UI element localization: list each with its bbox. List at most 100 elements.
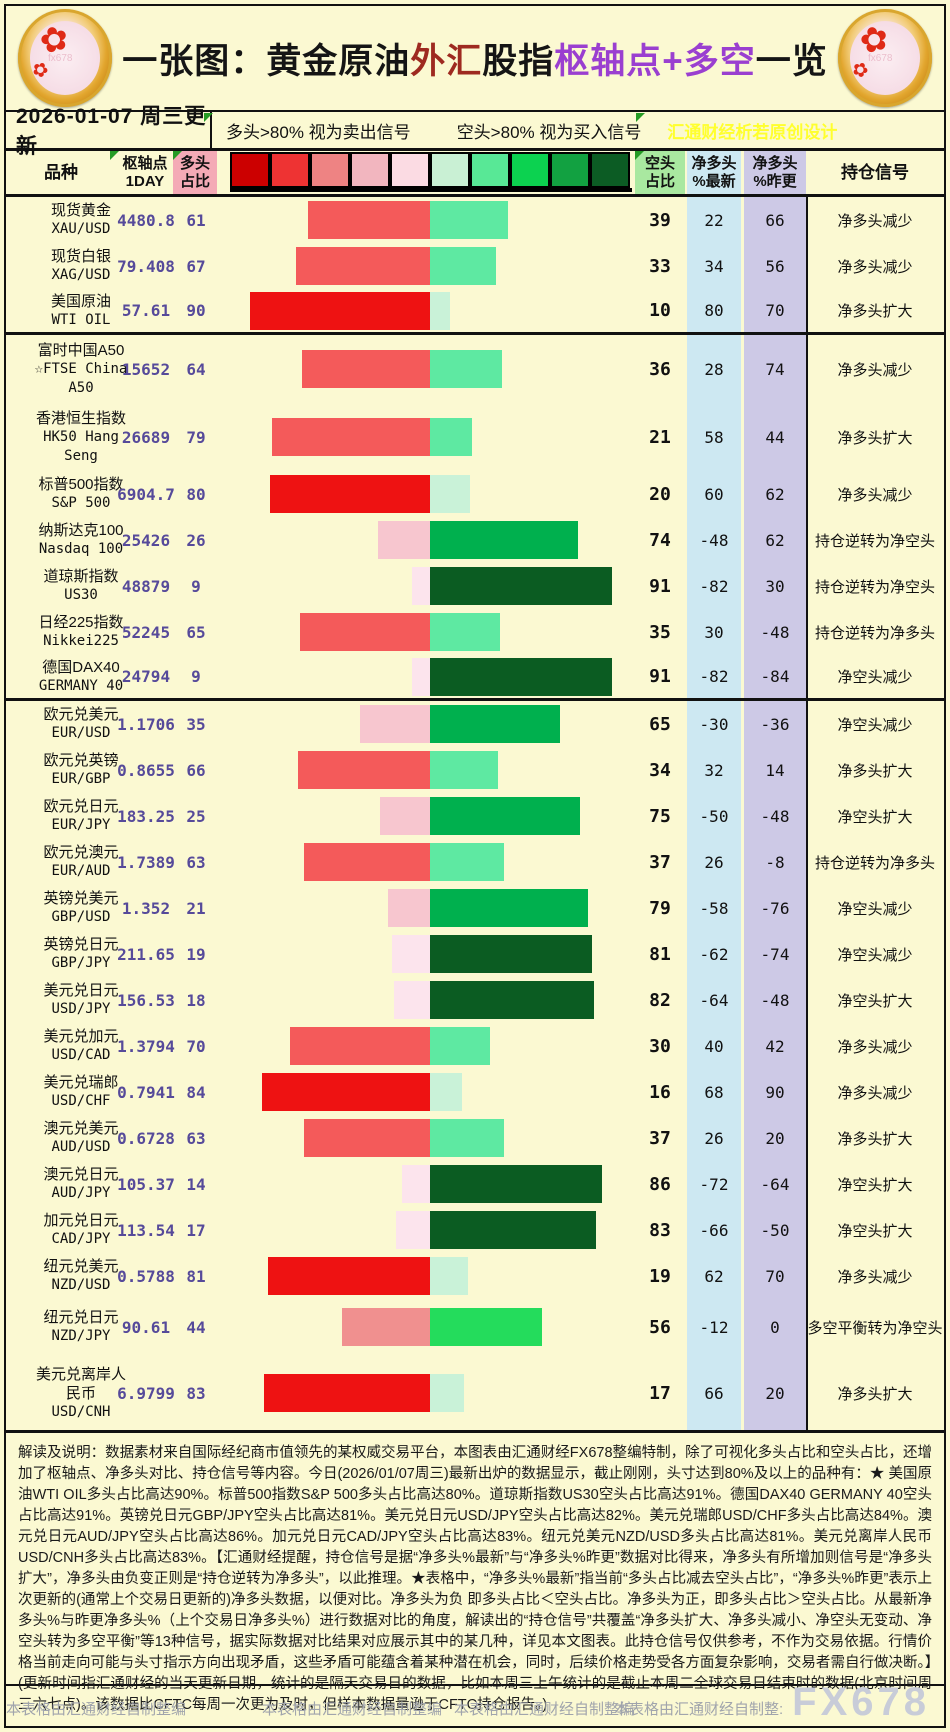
ratio-bar [230,885,630,931]
position-signal: 净多头减少 [837,258,913,276]
table-row: 标普500指数 S&P 500 6904.7 80 20 60 62 净多头减少 [6,471,944,517]
explanation-notes: 解读及说明：数据素材来自国际经纪商市值领先的某权威交易平台，本图表由汇通财经FX… [6,1433,944,1713]
pivot-value: 4480.8 [117,210,175,230]
net-prev-value: 20 [765,1383,785,1403]
product-cell: 现货白银 XAG/USD [6,243,156,289]
net-latest-value: -58 [699,898,729,918]
comment-marker-icon [110,151,119,160]
position-signal: 净空头扩大 [837,1222,913,1240]
position-signal: 净多头扩大 [837,429,913,447]
net-prev-value: -84 [760,667,790,686]
credit-text: 本表格由汇通财经自制整: [614,1701,784,1718]
net-prev-value: -48 [760,622,790,642]
pivot-value: 0.8655 [117,760,175,780]
table-row: 美国原油 WTI OIL 57.61 90 10 80 70 净多头扩大 [6,289,944,335]
short-ratio-value: 10 [649,300,671,321]
net-latest-value: 68 [704,1082,724,1102]
ratio-bar [230,289,630,332]
net-prev-value: 0 [770,1317,780,1337]
short-bar [430,981,594,1019]
pivot-value: 52245 [121,622,171,642]
long-bar [308,201,430,239]
pivot-value: 156.53 [117,990,175,1010]
position-signal: 净多头扩大 [837,1130,913,1148]
legend-swatch [550,152,590,188]
product-label-line: Nikkei225 [43,633,119,649]
position-signal: 净空头减少 [837,669,913,686]
short-bar [430,1165,602,1203]
net-prev-value: -48 [760,806,790,826]
brand-logo-right: ✿ ✿ fx678 [838,9,932,107]
long-ratio-value: 9 [191,667,201,686]
product-label-line: USD/CAD [51,1047,111,1063]
short-ratio-value: 21 [649,426,671,448]
long-ratio-value: 83 [186,1383,206,1403]
short-bar [430,843,504,881]
net-latest-value: 32 [704,760,724,780]
short-ratio-value: 74 [649,529,671,551]
table-row: 纳斯达克100 Nasdaq 100 25426 26 74 -48 62 持仓逆… [6,517,944,563]
long-ratio-value: 90 [186,301,206,320]
net-prev-value: -8 [765,852,785,872]
col-header-signal: 持仓信号 [841,162,909,182]
divider [4,148,946,151]
logo-inner-circle [30,21,100,95]
footer-credits: FX678 本表格由汇通财经自制整编 本表格由汇通财经自制整编 本表格由汇通财经自制… [6,1680,944,1728]
designer-watermark: 汇通财经析若原创设计 [667,122,838,142]
product-label-line: EUR/GBP [51,771,111,787]
long-bar [394,981,430,1019]
position-signal: 持仓逆转为净空头 [814,532,935,550]
short-bar [430,1211,596,1249]
table-row: 美元兑日元 USD/JPY 156.53 18 82 -64 -48 净空头扩大 [6,977,944,1023]
pivot-value: 6.9799 [117,1383,175,1403]
net-prev-value: 30 [765,576,785,596]
long-ratio-value: 81 [186,1266,206,1286]
net-prev-value: -64 [760,1174,790,1194]
position-signal: 净多头减少 [837,1084,913,1102]
long-ratio-value: 65 [186,622,206,642]
net-prev-value: 62 [765,530,785,550]
table-row: 道琼斯指数 US30 48879 9 91 -82 30 持仓逆转为净空头 [6,563,944,609]
table-row: 富时中国A50 ☆FTSE China A50 15652 64 36 28 74 … [6,335,944,403]
product-cell: 现货黄金 XAU/USD [6,197,156,243]
long-bar [304,1119,430,1157]
divider [4,110,946,112]
short-ratio-value: 81 [649,943,671,965]
long-bar [272,418,430,456]
product-label-line: EUR/JPY [51,817,111,833]
short-ratio-value: 35 [649,621,671,643]
net-prev-value: 20 [765,1128,785,1148]
net-latest-value: 80 [704,301,724,320]
net-latest-value: -64 [699,990,729,1010]
pivot-value: 79.408 [117,256,175,276]
net-latest-value: -30 [699,714,729,734]
table-row: 欧元兑日元 EUR/JPY 183.25 25 75 -50 -48 净空头扩大 [6,793,944,839]
net-prev-value: 42 [765,1036,785,1056]
net-prev-value: 44 [765,427,785,447]
long-ratio-value: 63 [186,1128,206,1148]
ratio-bar [230,471,630,517]
legend-swatch [590,152,630,188]
pivot-value: 24794 [121,667,171,686]
product-cell: 澳元兑美元 AUD/USD [6,1115,156,1161]
net-latest-value: 66 [704,1383,724,1403]
product-label-line: EUR/USD [51,725,111,741]
title-segment: 股指 [482,41,555,81]
product-label-line: WTI OIL [51,311,111,328]
col-header-long: 多头 占比 [173,151,217,194]
product-label-line: 美元兑离岸人 [35,1365,126,1383]
long-bar [290,1027,430,1065]
position-signal: 净多头减少 [837,361,913,379]
short-bar [430,889,588,927]
position-signal: 持仓逆转为净空头 [814,578,935,596]
product-label-line: Seng [64,447,98,464]
long-bar [300,613,430,651]
short-ratio-value: 16 [649,1081,671,1103]
table-row: 纽元兑日元 NZD/JPY 90.61 44 56 -12 0 多空平衡转为净空头 [6,1299,944,1355]
net-prev-value: 70 [765,301,785,320]
product-cell: 美元兑加元 USD/CAD [6,1023,156,1069]
table-row: 加元兑日元 CAD/JPY 113.54 17 83 -66 -50 净空头扩大 [6,1207,944,1253]
product-cell: 标普500指数 S&P 500 [6,471,156,517]
short-bar [430,201,508,239]
